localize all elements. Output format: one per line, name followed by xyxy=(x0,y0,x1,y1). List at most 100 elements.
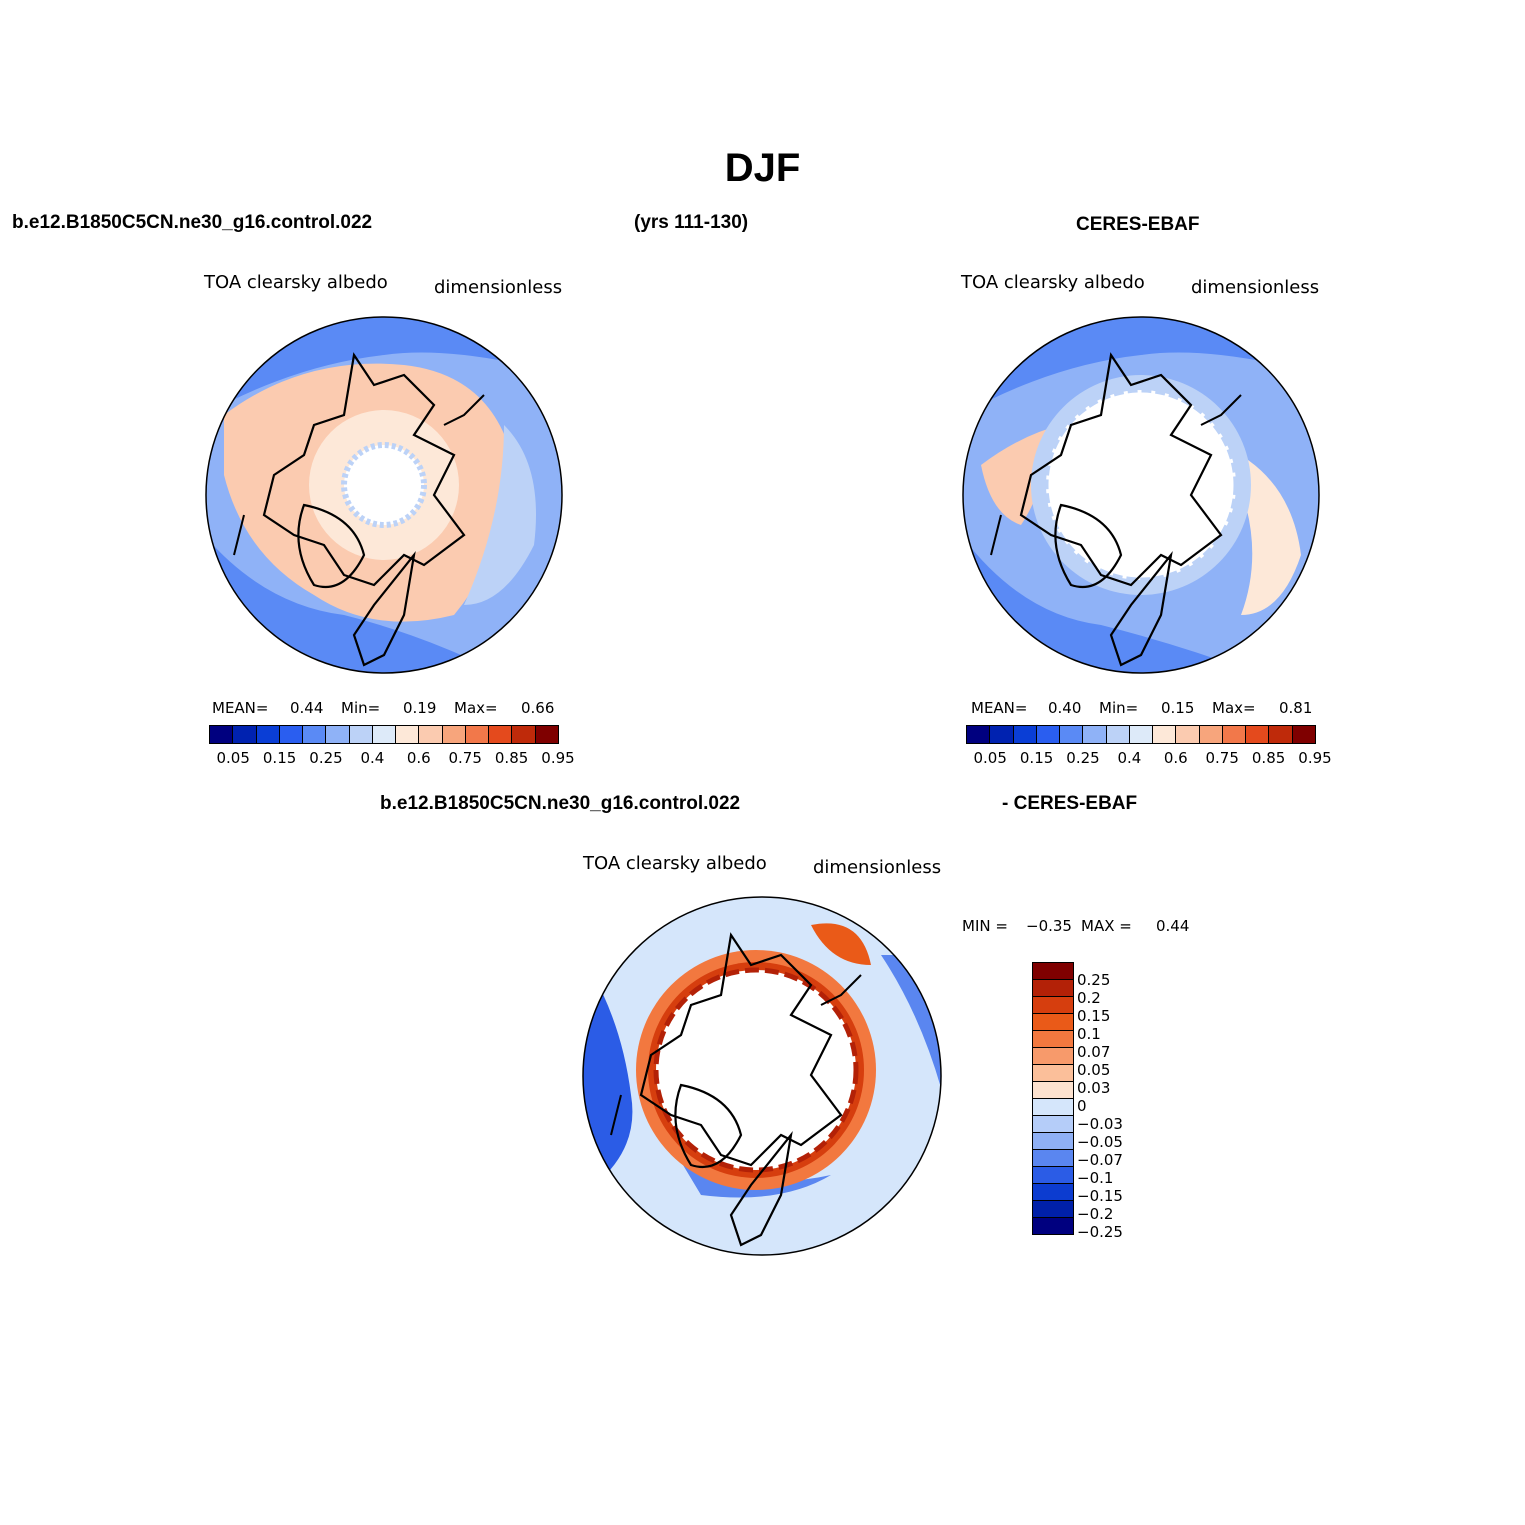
colorbar-swatch xyxy=(1199,726,1223,743)
colorbar-swatch xyxy=(1036,726,1061,743)
colorbar-swatch xyxy=(210,726,234,743)
obs-name-top: CERES-EBAF xyxy=(1076,214,1200,235)
colorbar-swatch xyxy=(1033,1184,1073,1201)
obs-variable-label: TOA clearsky albedo xyxy=(961,272,1145,293)
colorbar-tick-label: −0.2 xyxy=(1077,1205,1114,1223)
colorbar-tick-label: 0.85 xyxy=(1251,749,1286,767)
obs-min-label: Min= xyxy=(1099,699,1139,717)
colorbar-swatch xyxy=(512,726,536,743)
diff-units-label: dimensionless xyxy=(813,857,942,878)
colorbar-tick-label: 0.05 xyxy=(216,749,250,767)
colorbar-swatch xyxy=(1033,1201,1073,1218)
model-max-label: Max= xyxy=(454,699,498,717)
colorbar-tick-label: 0.75 xyxy=(1205,749,1239,767)
colorbar-tick-label: 0.25 xyxy=(1077,971,1111,989)
colorbar-swatch xyxy=(1153,726,1177,743)
colorbar-swatch xyxy=(326,726,350,743)
colorbar-swatch xyxy=(465,726,490,743)
colorbar-tick-label: 0 xyxy=(1077,1097,1087,1115)
colorbar-tick-label: 0.6 xyxy=(1163,749,1188,767)
obs-mean-label: MEAN= xyxy=(971,699,1028,717)
diff-min-value: −0.35 xyxy=(1026,917,1072,935)
colorbar-tick-label: 0.1 xyxy=(1077,1025,1101,1043)
obs-max-value: 0.81 xyxy=(1279,699,1313,717)
obs-mean-value: 0.40 xyxy=(1048,699,1082,717)
model-min-label: Min= xyxy=(341,699,381,717)
model-max-value: 0.66 xyxy=(521,699,555,717)
colorbar-swatch xyxy=(1292,726,1315,743)
colorbar-swatch xyxy=(535,726,558,743)
obs-max-label: Max= xyxy=(1212,699,1256,717)
model-mean-value: 0.44 xyxy=(290,699,324,717)
colorbar-swatch xyxy=(1060,726,1084,743)
colorbar-tick-label: 0.95 xyxy=(1298,749,1332,767)
obs-units-label: dimensionless xyxy=(1191,277,1320,298)
colorbar-swatch xyxy=(1033,1218,1073,1234)
colorbar-swatch xyxy=(372,726,397,743)
colorbar-tick-label: 0.15 xyxy=(1019,749,1054,767)
colorbar-swatch xyxy=(1222,726,1247,743)
diff-max-value: 0.44 xyxy=(1156,917,1190,935)
colorbar-swatch xyxy=(1033,1065,1073,1082)
colorbar-tick-label: 0.25 xyxy=(309,749,343,767)
colorbar-swatch xyxy=(967,726,991,743)
colorbar-tick-label: 0.07 xyxy=(1077,1043,1111,1061)
colorbar-tick-label: 0.6 xyxy=(406,749,431,767)
colorbar-swatch xyxy=(1246,726,1270,743)
colorbar-swatch xyxy=(1083,726,1107,743)
colorbar-swatch xyxy=(990,726,1014,743)
colorbar-swatch xyxy=(303,726,327,743)
colorbar-swatch xyxy=(1269,726,1293,743)
colorbar-tick-label: −0.25 xyxy=(1077,1223,1123,1241)
colorbar-tick-label: −0.07 xyxy=(1077,1151,1123,1169)
obs-polar-map xyxy=(962,316,1320,674)
colorbar-tick-label: 0.15 xyxy=(262,749,297,767)
colorbar-swatch xyxy=(279,726,304,743)
colorbar-swatch xyxy=(1033,980,1073,997)
colorbar-swatch xyxy=(256,726,280,743)
colorbar-swatch xyxy=(1106,726,1130,743)
case-name-top: b.e12.B1850C5CN.ne30_g16.control.022 xyxy=(12,212,373,233)
diff-min-label: MIN = xyxy=(962,917,1008,935)
colorbar-tick-label: −0.1 xyxy=(1077,1169,1114,1187)
colorbar-swatch xyxy=(233,726,257,743)
colorbar-tick-label: 0.25 xyxy=(1066,749,1100,767)
model-variable-label: TOA clearsky albedo xyxy=(204,272,388,293)
figure-title: DJF xyxy=(724,146,801,190)
colorbar-tick-label: 0.75 xyxy=(448,749,482,767)
diff-max-label: MAX = xyxy=(1081,917,1132,935)
colorbar-tick-label: 0.05 xyxy=(973,749,1007,767)
diff-variable-label: TOA clearsky albedo xyxy=(583,853,767,874)
colorbar-tick-label: 0.4 xyxy=(1117,749,1142,767)
colorbar-swatch xyxy=(1033,963,1073,980)
colorbar-tick-label: 0.85 xyxy=(494,749,529,767)
obs-colorbar xyxy=(966,725,1316,744)
colorbar-swatch xyxy=(1033,1150,1073,1167)
colorbar-tick-label: 0.95 xyxy=(541,749,575,767)
model-polar-map xyxy=(205,316,563,674)
case-name-bottom: b.e12.B1850C5CN.ne30_g16.control.022 xyxy=(380,793,741,814)
model-colorbar xyxy=(209,725,559,744)
colorbar-swatch xyxy=(1033,1082,1073,1099)
years-label: (yrs 111-130) xyxy=(634,212,749,233)
colorbar-swatch xyxy=(1033,997,1073,1014)
colorbar-swatch xyxy=(1033,1031,1073,1048)
colorbar-swatch xyxy=(442,726,466,743)
colorbar-swatch xyxy=(1033,1133,1073,1150)
colorbar-tick-label: −0.03 xyxy=(1077,1115,1123,1133)
difference-colorbar xyxy=(1032,962,1074,1235)
colorbar-tick-label: 0.03 xyxy=(1077,1079,1111,1097)
colorbar-swatch xyxy=(1129,726,1154,743)
colorbar-swatch xyxy=(1033,1048,1073,1065)
obs-name-bottom: - CERES-EBAF xyxy=(1002,793,1138,814)
obs-min-value: 0.15 xyxy=(1161,699,1195,717)
model-units-label: dimensionless xyxy=(434,277,563,298)
colorbar-swatch xyxy=(1033,1167,1073,1184)
colorbar-swatch xyxy=(419,726,443,743)
colorbar-swatch xyxy=(396,726,420,743)
colorbar-tick-label: 0.4 xyxy=(360,749,385,767)
colorbar-swatch xyxy=(1176,726,1200,743)
colorbar-swatch xyxy=(1033,1099,1073,1116)
colorbar-swatch xyxy=(1033,1014,1073,1031)
colorbar-swatch xyxy=(489,726,513,743)
